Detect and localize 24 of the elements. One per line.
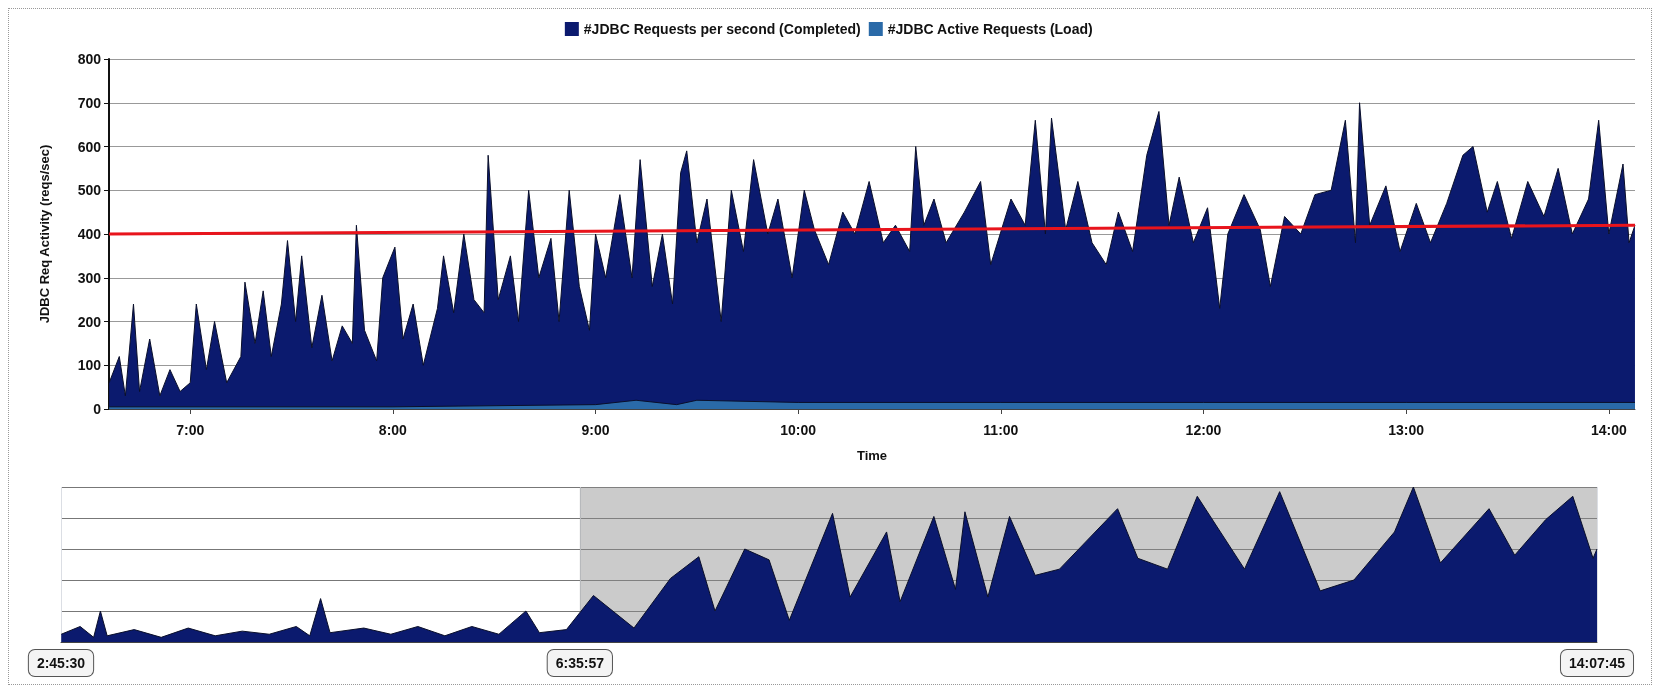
y-tick-label: 700: [77, 94, 102, 111]
y-axis-title: JDBC Req Activity (reqs/sec): [37, 144, 52, 324]
x-tick-label: 13:00: [1388, 422, 1425, 438]
x-tick-label: 2:45:30: [36, 655, 86, 671]
legend-label: #JDBC Active Requests (Load): [887, 21, 1093, 37]
x-tick-label: 12:00: [1185, 422, 1222, 438]
y-tick-label: 600: [77, 138, 102, 155]
x-tick-label: 11:00: [983, 422, 1019, 438]
x-tick-label: 9:00: [581, 422, 610, 438]
y-tick-label: 0: [93, 401, 102, 417]
x-tick-label: 7:00: [176, 422, 205, 438]
x-tick-label: 6:35:57: [555, 655, 605, 671]
y-tick-label: 800: [77, 51, 102, 67]
x-tick-label: 14:00: [1590, 422, 1627, 438]
x-tick-label: 8:00: [378, 422, 408, 438]
y-tick-label: 100: [77, 357, 102, 374]
x-axis-title: Time: [856, 448, 888, 463]
y-tick-label: 500: [77, 182, 102, 199]
x-tick-label: 14:07:45: [1568, 655, 1626, 671]
legend-label: #JDBC Requests per second (Completed): [583, 21, 861, 37]
x-tick-label: 10:00: [780, 422, 817, 438]
y-tick-label: 400: [77, 226, 102, 242]
y-tick-label: 300: [77, 269, 102, 286]
y-tick-label: 200: [77, 313, 102, 330]
